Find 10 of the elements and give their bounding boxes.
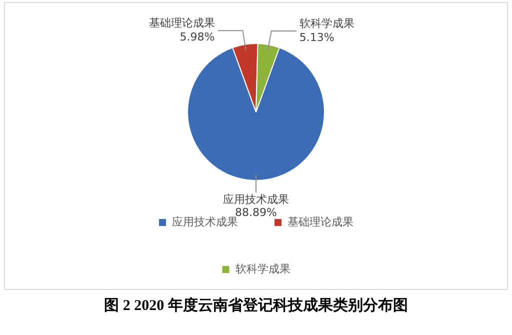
text: 图 2 2020 年度云南省登记科技成果类别分布图 (103, 296, 409, 315)
slice-label: 软科学成果 (299, 16, 354, 30)
data-label: 5.98% (180, 30, 215, 44)
data-label: 88.89% (235, 206, 277, 219)
legend-label: 软科学成果 (235, 262, 290, 276)
legend-label: 基础理论成果 (288, 215, 354, 228)
legend-label: 应用技术成果 (172, 215, 238, 228)
slice-label: 基础理论成果 (148, 16, 215, 30)
slice-label: 应用技术成果 (222, 192, 289, 206)
data-label: 5.13% (299, 30, 334, 44)
